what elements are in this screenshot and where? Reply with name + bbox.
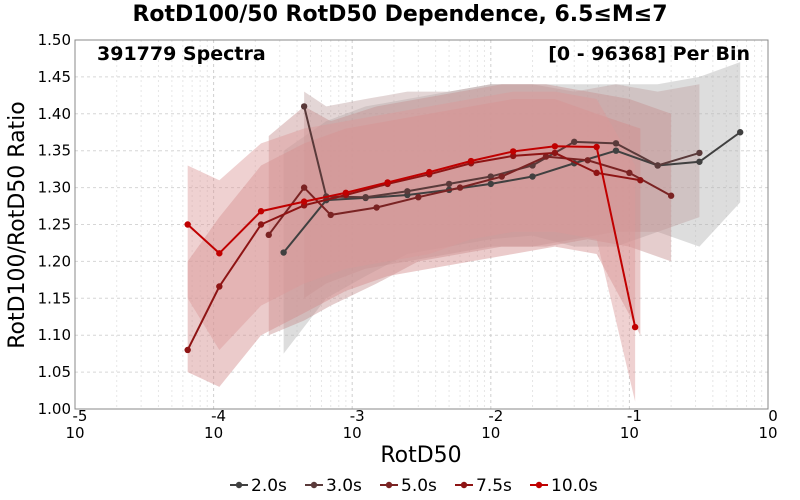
band-7-5s: [187, 99, 641, 387]
data-point: [571, 138, 578, 146]
series-line-2-0s: [282, 131, 741, 254]
band-layer: [187, 62, 741, 402]
x-tick-label: 10: [204, 424, 223, 442]
band-3-0s: [304, 84, 700, 299]
data-point: [342, 189, 350, 196]
legend-swatch-marker: [235, 481, 243, 489]
data-point: [216, 250, 223, 257]
legend-swatch-marker: [460, 481, 468, 489]
legend-swatch-marker: [310, 481, 318, 489]
band-2-0s: [283, 62, 741, 354]
series-line-10-0s: [186, 145, 637, 328]
data-point: [265, 231, 272, 239]
plot-frame: [74, 39, 769, 410]
annotation-spectra-count: 391779 Spectra: [97, 43, 266, 65]
data-point: [184, 346, 191, 354]
data-point: [584, 157, 591, 164]
data-point: [667, 192, 675, 199]
data-point: [551, 149, 559, 157]
y-tick-label: 1.00: [38, 400, 71, 418]
x-tick-exponent: -3: [350, 407, 365, 425]
data-point: [257, 221, 265, 228]
data-point: [637, 177, 644, 184]
data-point: [415, 193, 422, 201]
data-point: [184, 221, 191, 228]
tick-layer: 1.00 1.05 1.10 1.15 1.20 1.25 1.30 1.35 1.40 1.45…: [38, 31, 778, 442]
x-tick-exponent: -1: [627, 407, 642, 425]
data-point: [362, 193, 369, 201]
data-point: [216, 283, 223, 290]
x-tick-exponent: -4: [211, 407, 226, 425]
y-tick-label: 1.10: [38, 326, 71, 344]
data-point: [631, 323, 639, 331]
legend-swatch-marker: [535, 481, 543, 489]
legend-label: 7.5s: [476, 476, 512, 496]
data-point: [456, 184, 464, 191]
data-point: [696, 149, 703, 157]
legend-label: 3.0s: [326, 476, 362, 496]
data-point: [509, 152, 517, 160]
x-tick-exponent: 0: [768, 407, 778, 425]
data-point: [404, 188, 411, 195]
data-point: [626, 169, 633, 177]
data-point: [327, 211, 334, 219]
data-point: [280, 249, 287, 256]
annotation-per-bin: [0 - 96368] Per Bin: [548, 43, 750, 65]
chart-title: RotD100/50 RotD50 Dependence, 6.5≤M≤7: [132, 2, 668, 27]
grid-layer: [75, 40, 768, 409]
y-tick-label: 1.15: [38, 289, 71, 307]
y-axis-title: RotD100/RotD50 Ratio: [5, 101, 30, 349]
x-tick-exponent: -5: [73, 407, 88, 425]
data-point: [498, 173, 505, 180]
data-point: [551, 143, 559, 150]
y-tick-label: 1.05: [38, 363, 71, 381]
band-10-0s: [187, 91, 636, 402]
legend-label: 5.0s: [401, 476, 437, 496]
y-tick-label: 1.30: [38, 179, 71, 197]
data-point: [300, 184, 308, 191]
x-axis-title: RotD50: [380, 443, 461, 468]
data-point: [612, 147, 620, 154]
x-tick-label: 10: [620, 424, 639, 442]
data-point: [384, 179, 391, 186]
x-tick-label: 10: [343, 424, 362, 442]
legend-swatch-marker: [385, 481, 393, 489]
x-tick-label: 10: [65, 424, 84, 442]
y-tick-label: 1.20: [38, 252, 71, 270]
data-point: [612, 140, 620, 147]
data-point: [257, 208, 265, 215]
data-point: [445, 180, 453, 188]
y-tick-label: 1.50: [38, 31, 71, 49]
data-point: [593, 143, 600, 151]
data-point: [487, 180, 494, 188]
x-tick-exponent: -2: [488, 407, 503, 425]
data-point: [696, 158, 703, 165]
legend: 2.0s 3.0s 5.0s 7.5s 10.0s: [230, 476, 598, 496]
data-point: [426, 168, 433, 176]
legend-label: 2.0s: [251, 476, 287, 496]
data-point: [529, 173, 536, 180]
data-point: [467, 157, 475, 165]
x-tick-label: 10: [481, 424, 500, 442]
data-point: [373, 204, 380, 211]
x-tick-label: 10: [758, 424, 777, 442]
y-tick-label: 1.35: [38, 142, 71, 160]
data-point: [654, 162, 661, 169]
data-point: [300, 198, 308, 205]
y-tick-label: 1.45: [38, 68, 71, 86]
line-layer: [184, 103, 744, 354]
y-tick-label: 1.25: [38, 216, 71, 234]
series-line-7-5s: [186, 151, 641, 351]
data-point: [542, 153, 550, 160]
y-tick-label: 1.40: [38, 105, 71, 123]
data-point: [509, 148, 517, 155]
data-point: [300, 103, 308, 110]
data-point: [736, 129, 744, 136]
legend-label: 10.0s: [551, 476, 598, 496]
data-point: [593, 169, 600, 177]
